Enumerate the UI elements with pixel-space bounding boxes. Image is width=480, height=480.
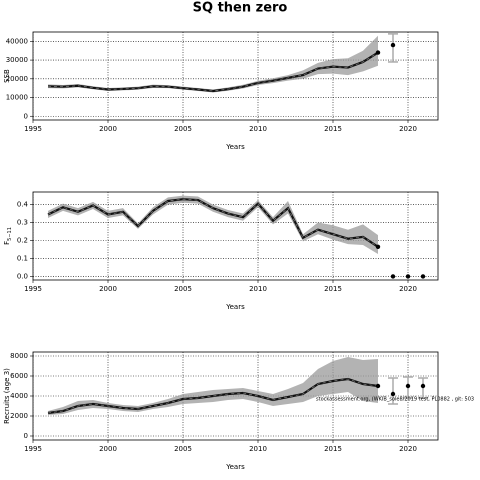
y-tick-label: 0.4 bbox=[17, 201, 29, 209]
y-tick-label: 0 bbox=[24, 112, 28, 120]
last-point bbox=[375, 50, 381, 55]
confidence-band bbox=[48, 357, 378, 415]
y-tick-label: 0.2 bbox=[17, 236, 28, 244]
y-tick-label: 0.3 bbox=[17, 219, 28, 227]
x-tick-label: 2000 bbox=[99, 125, 117, 133]
y-tick-label: 40000 bbox=[6, 37, 28, 45]
projection-point bbox=[390, 274, 396, 279]
last-point bbox=[375, 244, 381, 249]
y-axis-label-main: SSB bbox=[3, 69, 11, 83]
y-tick-label: 0.0 bbox=[17, 272, 28, 280]
x-tick-label: 2005 bbox=[174, 285, 192, 293]
annotation: stockassessment.org, (WKIB_sole8/2019 te… bbox=[316, 397, 474, 403]
x-tick-label: 2015 bbox=[324, 285, 342, 293]
x-tick-label: 2010 bbox=[249, 445, 267, 453]
y-axis-label: F5−11 bbox=[3, 227, 13, 245]
x-tick-label: 2020 bbox=[399, 285, 417, 293]
x-tick-label: 2005 bbox=[174, 445, 192, 453]
projection-point bbox=[405, 274, 411, 279]
x-tick-label: 2015 bbox=[324, 125, 342, 133]
y-tick-label: 6000 bbox=[10, 372, 28, 380]
y-axis-label-sub: 5−11 bbox=[7, 227, 13, 241]
plot bbox=[33, 32, 438, 120]
estimate-dash bbox=[47, 378, 379, 414]
projection-point bbox=[390, 391, 396, 397]
x-tick-label: 2020 bbox=[399, 445, 417, 453]
plot bbox=[33, 192, 438, 280]
x-tick-label: 2015 bbox=[324, 445, 342, 453]
x-tick-label: 1995 bbox=[24, 125, 42, 133]
x-tick-label: 2010 bbox=[249, 125, 267, 133]
last-point bbox=[375, 383, 381, 389]
y-axis-label-main: F bbox=[3, 241, 11, 245]
y-tick-label: 8000 bbox=[10, 352, 28, 360]
y-tick-label: 30000 bbox=[6, 56, 28, 64]
x-tick-label: 2020 bbox=[399, 125, 417, 133]
x-tick-label: 1995 bbox=[24, 445, 42, 453]
x-axis-label: Years bbox=[225, 303, 245, 311]
x-axis-label: Years bbox=[225, 143, 245, 151]
projection-point bbox=[405, 383, 411, 389]
axes-frame bbox=[32, 191, 439, 281]
x-tick-label: 2010 bbox=[249, 285, 267, 293]
y-tick-label: 10000 bbox=[6, 94, 28, 102]
y-axis-label: SSB bbox=[3, 69, 11, 83]
plot bbox=[33, 352, 438, 440]
x-tick-label: 2000 bbox=[99, 285, 117, 293]
projection-point bbox=[420, 383, 426, 389]
confidence-band bbox=[48, 35, 378, 93]
y-tick-label: 0 bbox=[24, 432, 28, 440]
axes-frame bbox=[32, 31, 439, 121]
projection-point bbox=[390, 42, 396, 48]
y-tick-label: 0.1 bbox=[17, 254, 28, 262]
title: SQ then zero bbox=[193, 1, 288, 16]
y-tick-label: 4000 bbox=[10, 392, 28, 400]
x-tick-label: 2000 bbox=[99, 445, 117, 453]
estimate-dash bbox=[47, 198, 379, 248]
estimate-dash bbox=[47, 52, 379, 92]
y-axis-label-main: Recruits (age 3) bbox=[3, 368, 11, 424]
x-tick-label: 1995 bbox=[24, 285, 42, 293]
projection-point bbox=[420, 274, 426, 279]
axes-frame bbox=[32, 351, 439, 441]
x-axis-label: Years bbox=[225, 463, 245, 471]
x-tick-label: 2005 bbox=[174, 125, 192, 133]
y-tick-label: 20000 bbox=[6, 75, 28, 83]
y-axis-label: Recruits (age 3) bbox=[3, 368, 11, 424]
y-tick-label: 2000 bbox=[10, 412, 28, 420]
